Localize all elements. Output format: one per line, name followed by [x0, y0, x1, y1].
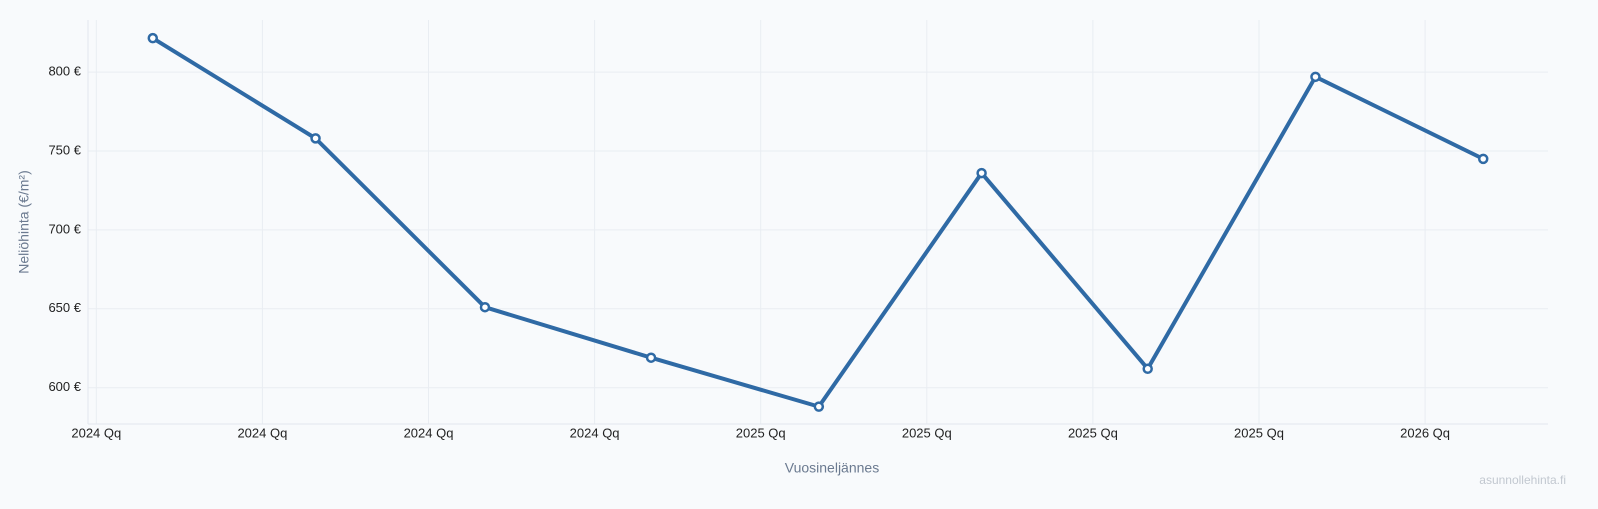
point [1310, 71, 1321, 83]
y-tick-label: 600 € [48, 379, 81, 394]
x-tick-label: 2024 Qq [570, 425, 620, 440]
point [147, 32, 159, 44]
y-tick-label: 750 € [48, 142, 81, 157]
x-tick-label: 2026 Qq [1400, 425, 1450, 440]
watermark: asunnollehinta.fi [1479, 473, 1566, 487]
x-tick-label: 2025 Qq [902, 425, 952, 440]
x-tick-label: 2024 Qq [404, 425, 454, 440]
point [310, 133, 321, 144]
point [813, 401, 825, 412]
y-axis-label: Neliöhinta (€/m²) [16, 170, 32, 273]
point [1477, 153, 1489, 165]
point [645, 352, 657, 363]
point [479, 301, 491, 313]
x-tick-label: 2025 Qq [1068, 425, 1118, 440]
point [1142, 363, 1153, 375]
x-axis-label: Vuosineljännes [785, 460, 879, 476]
y-tick-label: 650 € [48, 300, 81, 315]
x-tick-label: 2025 Qq [736, 425, 786, 440]
x-tick-label: 2024 Qq [237, 425, 287, 440]
y-tick-label: 800 € [48, 64, 81, 79]
x-tick-label: 2025 Qq [1234, 425, 1284, 440]
y-tick-label: 700 € [48, 221, 81, 236]
point [976, 167, 987, 179]
x-tick-label: 2024 Qq [71, 425, 121, 440]
